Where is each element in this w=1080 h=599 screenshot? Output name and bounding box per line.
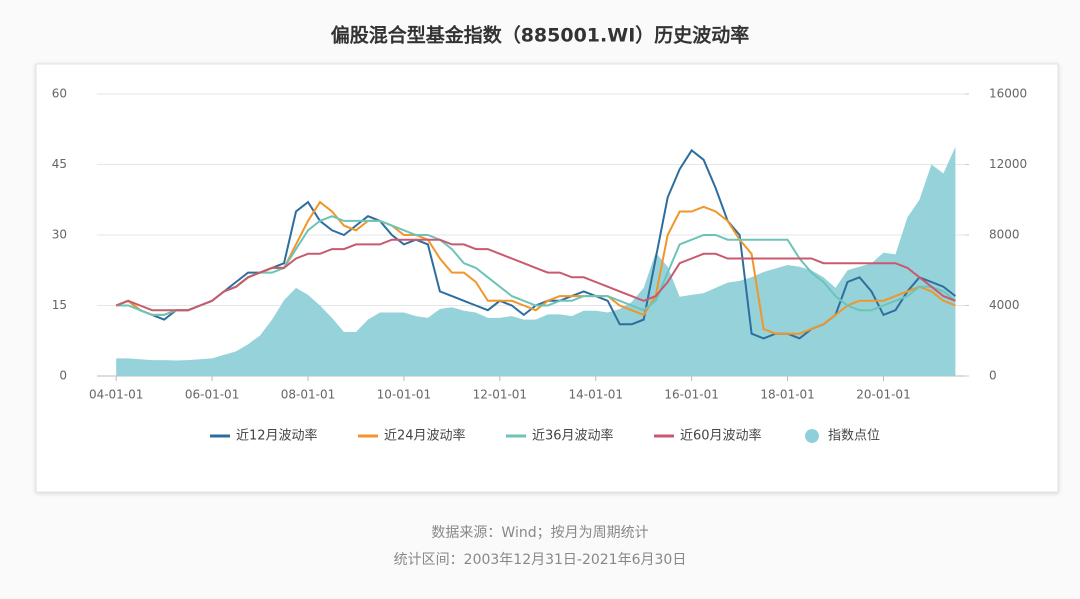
- y2-tick-label: 8000: [989, 228, 1020, 242]
- legend-label: 近36月波动率: [532, 428, 614, 444]
- x-tick-label: 20-01-01: [856, 388, 910, 402]
- volatility-line: [115, 238, 956, 312]
- x-tick-label: 10-01-01: [377, 388, 431, 402]
- legend-label: 近24月波动率: [384, 428, 466, 444]
- range-note: 统计区间：2003年12月31日-2021年6月30日: [394, 552, 687, 568]
- index-area: [116, 146, 956, 376]
- y-tick-label: 0: [59, 369, 67, 383]
- legend-label: 近60月波动率: [680, 428, 762, 444]
- source-note: 数据来源：Wind；按月为周期统计: [431, 525, 648, 541]
- y2-tick-label: 16000: [989, 87, 1027, 101]
- legend-symbol: [805, 429, 819, 443]
- y-tick-label: 30: [52, 228, 67, 242]
- y2-tick-label: 4000: [989, 298, 1020, 312]
- x-tick-label: 14-01-01: [569, 388, 623, 402]
- x-tick-label: 04-01-01: [89, 388, 143, 402]
- legend-label: 近12月波动率: [236, 428, 318, 444]
- y-tick-label: 60: [52, 87, 67, 101]
- plot-area: 0 15 30 45 60 0 4000 8000 12000 16000 04-01-01 06-0…: [52, 87, 1027, 444]
- chart-title: 偏股混合型基金指数（885001.WI）历史波动率: [331, 24, 750, 47]
- x-tick-label: 12-01-01: [473, 388, 527, 402]
- x-tick-label: 08-01-01: [281, 388, 335, 402]
- x-tick-label: 16-01-01: [664, 388, 718, 402]
- x-tick-label: 06-01-01: [185, 388, 239, 402]
- x-tick-label: 18-01-01: [760, 388, 814, 402]
- y2-tick-label: 0: [989, 369, 997, 383]
- y-tick-label: 15: [52, 298, 67, 312]
- y2-tick-label: 12000: [989, 157, 1027, 171]
- y-tick-label: 45: [52, 157, 67, 171]
- legend-label: 指数点位: [828, 429, 880, 444]
